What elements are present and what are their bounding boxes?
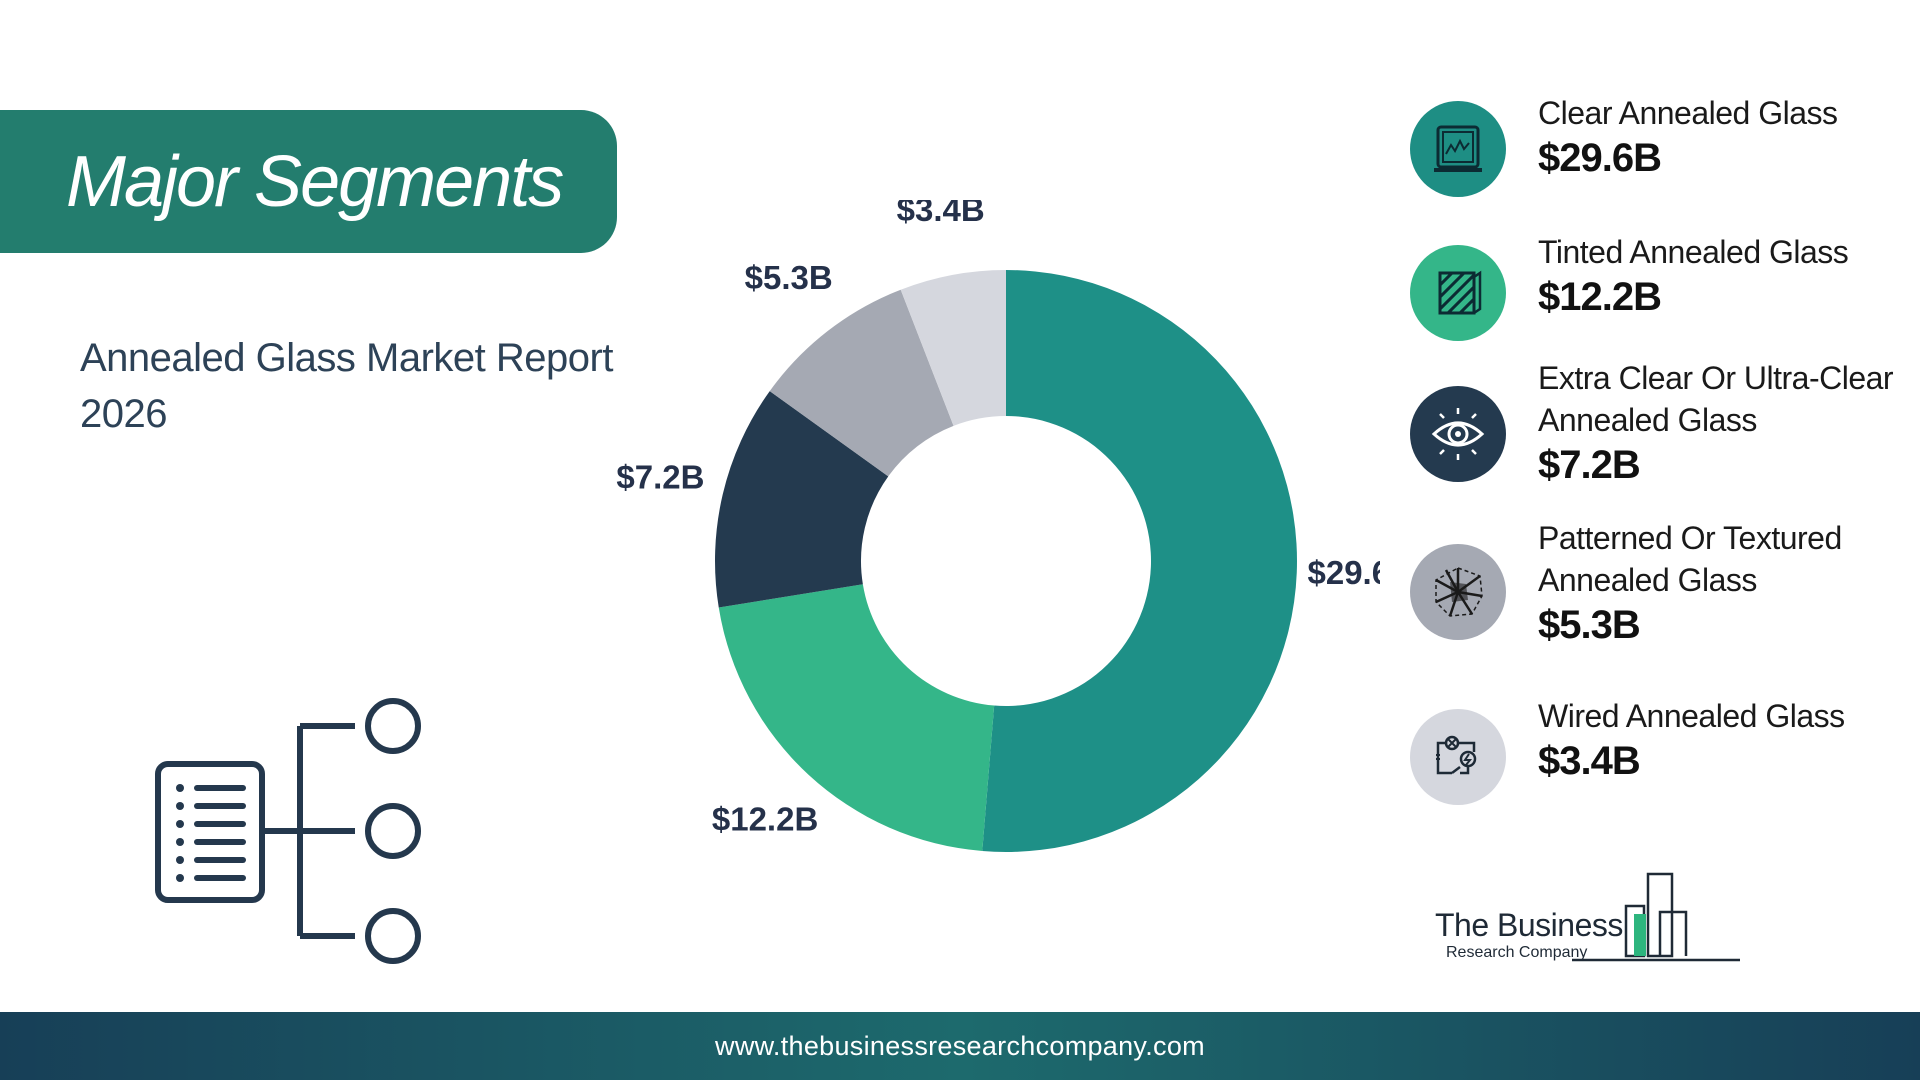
- website-link[interactable]: www.thebusinessresearchcompany.com: [715, 1030, 1205, 1061]
- company-logo: The Business Research Company: [1430, 868, 1750, 968]
- legend-label: Tinted Annealed Glass: [1538, 234, 1849, 270]
- report-title: Annealed Glass Market Report 2026: [80, 336, 613, 436]
- legend-label: Patterned Or Textured Annealed Glass: [1538, 520, 1842, 598]
- slice-value-label: $7.2B: [616, 458, 704, 495]
- slice-value-label: $5.3B: [745, 259, 833, 296]
- slice-value-label: $12.2B: [712, 800, 818, 837]
- legend-value: $3.4B: [1538, 739, 1641, 783]
- page-title: Major Segments: [66, 141, 564, 222]
- striped-glass-icon: [1410, 245, 1506, 341]
- legend-value: $5.3B: [1538, 603, 1641, 647]
- legend-value: $29.6B: [1538, 136, 1662, 180]
- legend-label: Extra Clear Or Ultra-Clear Annealed Glas…: [1538, 360, 1894, 438]
- donut-slice: [769, 289, 954, 477]
- donut-slice: [982, 270, 1297, 852]
- donut-slice: [900, 270, 1006, 426]
- legend-value: $7.2B: [1538, 443, 1641, 487]
- footer-bar: www.thebusinessresearchcompany.com: [0, 1012, 1920, 1080]
- slice-value-label: $3.4B: [897, 200, 985, 228]
- logo-name: The Business: [1435, 907, 1623, 943]
- title-banner: Major Segments: [0, 110, 617, 253]
- slice-value-label: $29.6B: [1307, 554, 1380, 591]
- legend-label: Clear Annealed Glass: [1538, 95, 1838, 131]
- circuit-icon: [1410, 709, 1506, 805]
- shattered-glass-icon: [1410, 544, 1506, 640]
- logo-bars-icon: [1572, 872, 1740, 962]
- legend-label: Wired Annealed Glass: [1538, 698, 1845, 734]
- glass-panel-icon: [1410, 101, 1506, 197]
- eye-icon: [1410, 386, 1506, 482]
- donut-slice: [715, 391, 889, 608]
- hierarchy-icon: [155, 698, 421, 964]
- donut-slice: [718, 584, 995, 852]
- legend-value: $12.2B: [1538, 275, 1662, 319]
- donut-chart: $29.6B $12.2B $7.2B $5.3B $3.4B: [616, 200, 1380, 852]
- logo-sub: Research Company: [1446, 944, 1588, 961]
